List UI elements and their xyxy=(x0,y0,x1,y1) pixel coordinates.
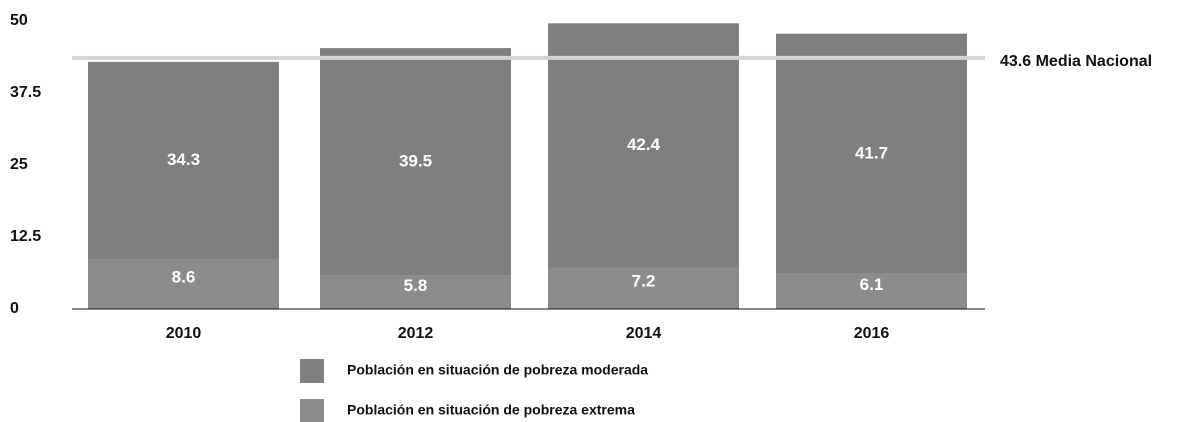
legend-swatch xyxy=(300,399,324,422)
x-tick-label: 2014 xyxy=(626,325,662,342)
y-tick-label: 0 xyxy=(10,300,19,317)
bar-segment xyxy=(320,275,511,309)
bar-segment xyxy=(88,259,279,309)
data-label: 41.7 xyxy=(855,143,888,162)
data-label: 5.8 xyxy=(404,276,428,295)
data-label: 8.6 xyxy=(172,268,196,287)
x-tick-label: 2016 xyxy=(854,325,890,342)
legend-label: Población en situación de pobreza extrem… xyxy=(347,402,635,418)
bar-segment xyxy=(776,273,967,309)
y-tick-label: 12.5 xyxy=(10,228,41,245)
y-tick-label: 37.5 xyxy=(10,84,41,101)
x-tick-label: 2010 xyxy=(166,325,202,342)
reference-label: 43.6 Media Nacional xyxy=(1000,53,1152,70)
bar-segment xyxy=(88,61,279,260)
legend-label: Población en situación de pobreza modera… xyxy=(347,362,648,378)
data-label: 39.5 xyxy=(399,151,432,170)
bar-segment xyxy=(548,23,739,268)
bar-segment xyxy=(776,33,967,274)
x-tick-label: 2012 xyxy=(398,325,434,342)
bar-segment xyxy=(320,48,511,276)
legend-swatch xyxy=(300,359,324,383)
data-label: 34.3 xyxy=(167,150,200,169)
bar-segment xyxy=(548,267,739,309)
data-label: 42.4 xyxy=(627,135,661,154)
y-tick-label: 50 xyxy=(10,12,28,29)
y-tick-label: 25 xyxy=(10,156,28,173)
data-label: 6.1 xyxy=(860,275,884,294)
data-label: 7.2 xyxy=(632,272,656,291)
